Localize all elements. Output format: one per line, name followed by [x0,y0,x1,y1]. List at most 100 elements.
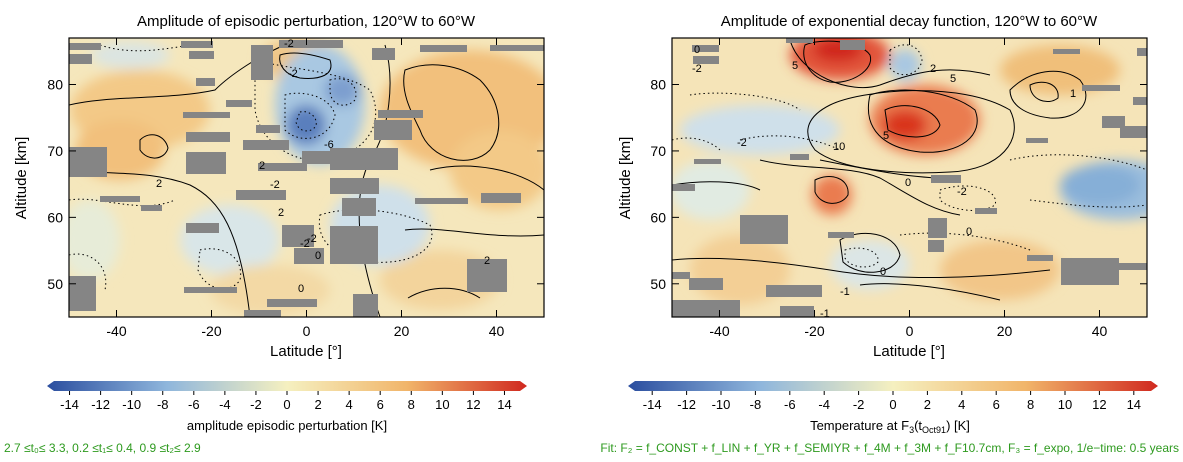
left-colorbar-tick-label: -10 [122,397,141,412]
figure: Amplitude of episodic perturbation, 120°… [13,13,1158,435]
right-clabel: -1 [840,286,850,298]
left-colorbar-tick-label: -8 [157,397,169,412]
right-colorbar-label-paren: (t [914,418,922,433]
left-colorbar-tick-label: 10 [435,397,449,412]
right-colorbar-ticks: -14 -12 -10 -8 -6 -4 -2 0 2 4 6 8 10 12 14 [643,391,1141,412]
right-x-tick-label: 0 [906,323,914,339]
left-clabel: 0 [315,250,321,262]
right-colorbar-tick-label: -6 [784,397,796,412]
right-colorbar-label-paren-sub: Oct91 [922,425,946,435]
right-xlabel: Latitude [°] [873,343,945,360]
left-colorbar-tick-label: 14 [497,397,511,412]
right-clabel: 5 [883,130,889,142]
left-x-tick-label: -40 [106,323,126,339]
right-colorbar-label-sub: 3 [909,425,914,435]
left-xlabel: Latitude [°] [270,343,342,360]
right-clabel: 0 [966,226,972,238]
right-colorbar-tick-label: -10 [712,397,731,412]
left-y-tick-label: 80 [47,77,63,93]
right-clabel: -1 [820,308,830,320]
right-gap-boxes [672,38,1147,317]
right-colorbar-tick-label: -8 [750,397,762,412]
left-y-tick-label: 60 [47,209,63,225]
left-colorbar-label: amplitude episodic perturbation [K] [187,418,387,433]
right-clabel: 2 [930,63,936,75]
right-title: Amplitude of exponential decay function,… [721,13,1098,30]
right-clabel: -2 [692,63,702,75]
right-panel: Amplitude of exponential decay function,… [617,13,1158,435]
left-colorbar: -14 -12 -10 -8 -6 -4 -2 0 2 4 6 8 10 12 14 amplitude e… [47,381,527,433]
right-clabel: 5 [950,73,956,85]
right-colorbar-bar [628,381,1158,391]
right-y-tick-label: 80 [650,77,666,93]
right-clabel: 1 [1070,88,1076,100]
left-clabel: -2 [307,233,317,245]
left-clabel: 2 [278,207,284,219]
left-colorbar-tick-label: -12 [91,397,110,412]
right-clabel: 0 [905,177,911,189]
right-clabel: 0 [880,266,886,278]
left-ylabel: Altitude [km] [13,137,30,220]
right-colorbar-tick-label: 10 [1058,397,1072,412]
right-ylabel: Altitude [km] [617,137,634,220]
right-clabel: -2 [957,186,967,198]
left-colorbar-tick-label: 6 [377,397,384,412]
right-colorbar-tick-label: 12 [1092,397,1106,412]
left-colorbar-tick-label: 12 [466,397,480,412]
left-x-tick-label: 0 [303,323,311,339]
left-colorbar-tick-label: 0 [283,397,290,412]
left-colorbar-tick-label: 2 [314,397,321,412]
right-colorbar: -14 -12 -10 -8 -6 -4 -2 0 2 4 6 8 10 12 14 Temperature… [628,381,1158,435]
left-colorbar-tick-label: -14 [60,397,79,412]
right-y-tick-label: 60 [650,209,666,225]
left-clabel: 2 [259,160,265,172]
left-y-tick-label: 50 [47,276,63,292]
left-contour-labels: -2 -2 -6 2 -2 2 2 -2 0 2 0 -2 [156,38,490,295]
right-dashed-contours [672,44,1147,268]
left-panel: Amplitude of episodic perturbation, 120°… [13,13,545,433]
right-colorbar-tick-label: 2 [924,397,931,412]
right-colorbar-label-main: Temperature at F [810,418,909,433]
left-clabel: -2 [270,179,280,191]
left-title: Amplitude of episodic perturbation, 120°… [137,13,476,30]
left-colorbar-tick-label: -2 [250,397,262,412]
left-x-tick-label: -20 [201,323,221,339]
left-colorbar-tick-label: 8 [408,397,415,412]
right-colorbar-tick-label: 0 [889,397,896,412]
right-contour-labels: 0 -2 5 5 2 1 5 -2 10 0 -2 0 0 -1 -1 [692,44,1076,320]
right-y-tick-label: 50 [650,276,666,292]
right-heatmap: 0 -2 5 5 2 1 5 -2 10 0 -2 0 0 -1 -1 [672,38,1147,320]
left-colorbar-ticks: -14 -12 -10 -8 -6 -4 -2 0 2 4 6 8 10 12 14 [60,391,512,412]
left-clabel: 2 [484,255,490,267]
left-clabel: 2 [156,178,162,190]
left-colorbar-tick-label: -4 [219,397,231,412]
right-x-tick-label: 40 [1092,323,1108,339]
right-clabel: 10 [833,141,845,153]
fit-formula-note: Fit: F₂ = f_CONST + f_LIN + f_YR + f_SEM… [600,441,1179,455]
right-clabel: 5 [792,60,798,72]
left-x-tick-label: 40 [489,323,505,339]
left-heatmap: -2 -2 -6 2 -2 2 2 -2 0 2 0 -2 [69,38,544,317]
right-y-tick-label: 70 [650,143,666,159]
left-clabel: -2 [284,38,294,50]
right-colorbar-tick-label: 8 [1027,397,1034,412]
left-contours [69,44,544,317]
right-x-tick-label: -20 [804,323,824,339]
right-contours [672,39,1087,301]
right-x-tick-label: -40 [709,323,729,339]
right-colorbar-tick-label: -12 [677,397,696,412]
right-colorbar-tick-label: -2 [853,397,865,412]
left-clabel: -2 [300,238,310,250]
right-colorbar-tick-label: 4 [958,397,965,412]
left-clabel: 0 [298,283,304,295]
left-colorbar-tick-label: 4 [346,397,353,412]
left-x-tick-label: 20 [394,323,410,339]
right-colorbar-tick-label: 6 [993,397,1000,412]
left-clabel: -6 [324,139,334,151]
right-colorbar-tick-label: 14 [1127,397,1141,412]
left-gap-boxes [69,40,544,317]
right-x-tick-label: 20 [997,323,1013,339]
right-colorbar-tick-label: -14 [643,397,662,412]
